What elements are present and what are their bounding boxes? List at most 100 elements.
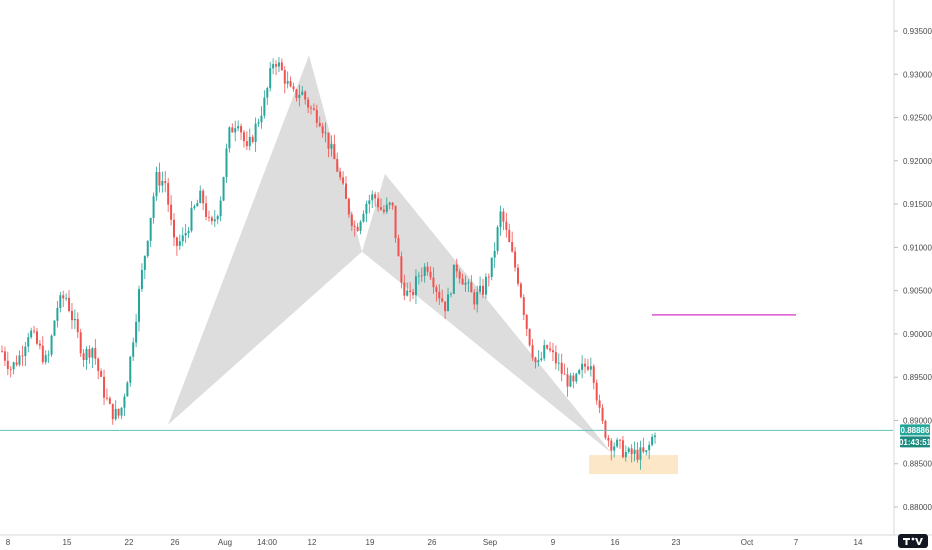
candle[interactable] (417, 271, 420, 285)
candle[interactable] (295, 88, 298, 102)
candle[interactable] (120, 407, 123, 420)
candle[interactable] (275, 60, 278, 76)
candle[interactable] (429, 266, 432, 281)
candle[interactable] (263, 90, 266, 119)
candle[interactable] (3, 346, 6, 367)
candle[interactable] (65, 293, 68, 302)
candle[interactable] (525, 313, 528, 337)
candle[interactable] (616, 437, 619, 449)
candle[interactable] (202, 188, 205, 211)
candle[interactable] (196, 199, 199, 207)
candle[interactable] (639, 440, 642, 470)
candle[interactable] (476, 285, 479, 313)
candle[interactable] (619, 438, 622, 449)
candle[interactable] (94, 339, 97, 365)
candle[interactable] (382, 205, 385, 215)
tradingview-logo-icon[interactable] (898, 534, 928, 548)
candle[interactable] (484, 273, 487, 299)
candle[interactable] (152, 192, 155, 224)
candle[interactable] (569, 372, 572, 388)
candle[interactable] (257, 118, 260, 127)
candle[interactable] (537, 350, 540, 367)
candle[interactable] (344, 176, 347, 199)
candle[interactable] (566, 367, 569, 397)
candle[interactable] (167, 177, 170, 212)
candle[interactable] (414, 269, 417, 305)
candle[interactable] (543, 339, 546, 362)
candle[interactable] (280, 58, 283, 71)
candle[interactable] (164, 171, 167, 193)
candle[interactable] (444, 301, 447, 319)
candle[interactable] (368, 195, 371, 214)
candle[interactable] (379, 198, 382, 211)
candle[interactable] (216, 214, 219, 225)
candle[interactable] (356, 223, 359, 232)
candle[interactable] (33, 325, 36, 334)
candles[interactable] (1, 56, 656, 470)
candle[interactable] (82, 349, 85, 368)
candle[interactable] (38, 340, 41, 350)
candle[interactable] (575, 372, 578, 384)
candle[interactable] (286, 71, 289, 89)
candle[interactable] (298, 84, 301, 107)
candle[interactable] (589, 357, 592, 377)
candle[interactable] (225, 143, 228, 183)
candle[interactable] (330, 135, 333, 157)
candle[interactable] (248, 128, 251, 151)
candle[interactable] (601, 404, 604, 425)
candle[interactable] (516, 263, 519, 287)
candle[interactable] (304, 90, 307, 105)
candle[interactable] (140, 263, 143, 292)
candle[interactable] (508, 223, 511, 243)
candle[interactable] (645, 449, 648, 456)
candle[interactable] (310, 105, 313, 115)
candle[interactable] (642, 437, 645, 454)
candle[interactable] (549, 341, 552, 353)
candle[interactable] (213, 210, 216, 228)
candle[interactable] (68, 290, 71, 313)
pattern-xab-triangle[interactable] (168, 55, 362, 425)
candle[interactable] (324, 122, 327, 143)
candle[interactable] (315, 104, 318, 128)
candle[interactable] (449, 291, 452, 298)
candle[interactable] (648, 441, 651, 460)
candle[interactable] (482, 278, 485, 298)
candle[interactable] (607, 435, 610, 447)
candle[interactable] (624, 445, 627, 462)
candle[interactable] (551, 342, 554, 362)
candle[interactable] (522, 294, 525, 321)
candle[interactable] (362, 210, 365, 223)
levels[interactable] (0, 314, 893, 431)
candle[interactable] (388, 201, 391, 210)
candle[interactable] (199, 185, 202, 204)
candle[interactable] (18, 350, 21, 367)
candle[interactable] (528, 328, 531, 347)
candle[interactable] (178, 234, 181, 250)
support-zone-box[interactable] (589, 455, 678, 475)
candle[interactable] (254, 117, 257, 152)
candle[interactable] (161, 171, 164, 193)
candle[interactable] (85, 346, 88, 370)
harmonic-pattern[interactable] (168, 55, 612, 454)
candle[interactable] (103, 369, 106, 405)
candle[interactable] (365, 200, 368, 223)
candle[interactable] (272, 58, 275, 75)
candle[interactable] (301, 86, 304, 96)
candle[interactable] (100, 368, 103, 378)
candle[interactable] (41, 336, 44, 365)
candle[interactable] (610, 438, 613, 461)
candle[interactable] (353, 220, 356, 237)
candle[interactable] (88, 345, 91, 364)
candle[interactable] (138, 285, 141, 332)
candle[interactable] (586, 358, 589, 372)
candle[interactable] (604, 419, 607, 440)
candle[interactable] (350, 211, 353, 231)
candle[interactable] (499, 205, 502, 236)
candle[interactable] (9, 365, 12, 378)
candle[interactable] (374, 191, 377, 207)
candle[interactable] (470, 275, 473, 293)
candle[interactable] (554, 345, 557, 370)
candle[interactable] (143, 255, 146, 280)
candle[interactable] (27, 332, 30, 353)
candle[interactable] (531, 339, 534, 361)
